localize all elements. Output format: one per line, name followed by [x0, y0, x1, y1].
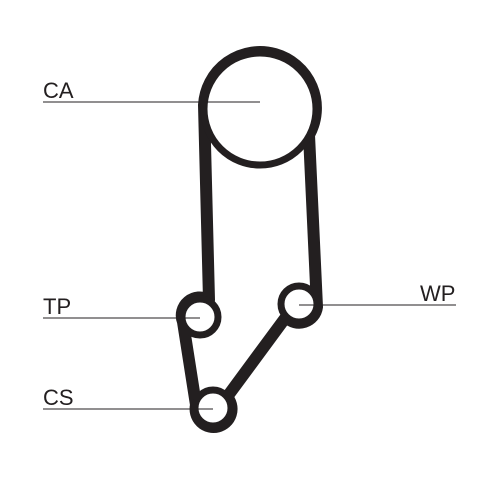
label-tp: TP	[43, 294, 71, 319]
label-ca: CA	[43, 78, 74, 103]
label-wp: WP	[420, 281, 455, 306]
pulley-ca	[204, 53, 316, 165]
pulley-tp	[182, 299, 218, 335]
pulley-wp	[281, 286, 317, 322]
pulley-cs	[195, 390, 231, 426]
label-cs: CS	[43, 385, 74, 410]
belt-diagram: CA TP CS WP	[0, 0, 500, 500]
